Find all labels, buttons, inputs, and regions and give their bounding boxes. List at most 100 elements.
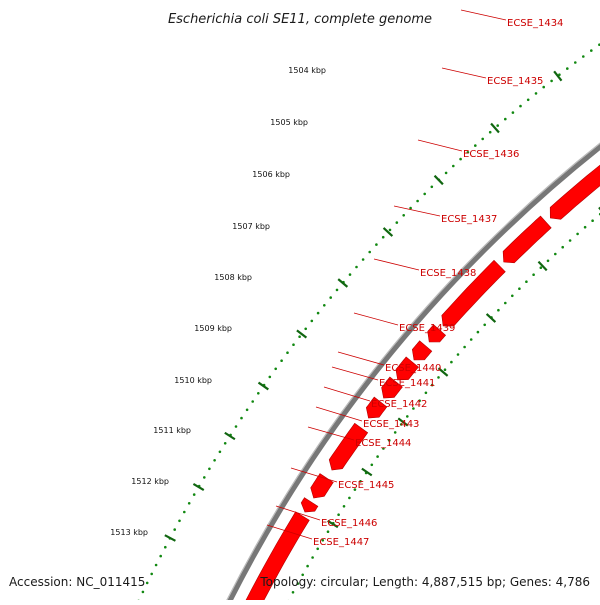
- scale-dot: [512, 111, 515, 114]
- gene-label: ECSE_1434: [507, 18, 563, 29]
- scale-dot: [155, 564, 158, 567]
- accession-text: Accession: NC_011415: [9, 575, 145, 589]
- gene-label: ECSE_1443: [363, 419, 419, 430]
- backbone-line: [225, 0, 600, 600]
- scale-dot: [348, 497, 351, 500]
- scale-dot: [394, 431, 397, 434]
- scale-dot: [219, 451, 222, 454]
- minor-tick-dash: [487, 314, 496, 322]
- scale-dot: [497, 309, 500, 312]
- major-tick: [165, 535, 176, 541]
- gene-arrow: [301, 498, 318, 512]
- gene-label: ECSE_1444: [355, 438, 411, 449]
- scale-dot: [298, 335, 301, 338]
- scale-dot: [150, 573, 153, 576]
- scale-dot: [450, 361, 453, 364]
- scale-dot: [371, 464, 374, 467]
- gene-label: ECSE_1435: [487, 76, 543, 87]
- scale-label: 1511 kbp: [153, 426, 191, 435]
- scale-dot: [337, 513, 340, 516]
- scale-dot: [591, 219, 594, 222]
- gene-label: ECSE_1442: [371, 399, 427, 410]
- scale-dot: [481, 138, 484, 141]
- scale-dot: [269, 376, 272, 379]
- scale-dot: [550, 80, 553, 83]
- major-tick: [225, 433, 235, 439]
- scale-dot: [280, 359, 283, 362]
- scale-dot: [590, 49, 593, 52]
- scale-dot: [540, 266, 543, 269]
- scale-dot: [547, 260, 550, 263]
- scale-dot: [292, 343, 295, 346]
- scale-dot: [375, 243, 378, 246]
- scale-dot: [311, 320, 314, 323]
- scale-dot: [518, 287, 521, 290]
- gene-label: ECSE_1446: [321, 518, 377, 529]
- scale-dot: [224, 442, 227, 445]
- gene-label: ECSE_1445: [338, 480, 394, 491]
- gene-label: ECSE_1439: [399, 323, 455, 334]
- scale-label: 1506 kbp: [252, 170, 290, 179]
- scale-dot: [504, 118, 507, 121]
- scale-dot: [582, 55, 585, 58]
- scale-dot: [389, 229, 392, 232]
- gene-label: ECSE_1447: [313, 537, 369, 548]
- scale-dot: [511, 295, 514, 298]
- minor-tick-dash: [362, 469, 372, 476]
- scale-dot: [240, 417, 243, 420]
- leader-line: [461, 10, 506, 20]
- scale-dot: [159, 555, 162, 558]
- scale-dot: [423, 193, 426, 196]
- outer-scale-ring: [133, 0, 600, 600]
- major-tick: [258, 383, 268, 390]
- scale-label: 1505 kbp: [270, 118, 308, 127]
- scale-dot: [336, 289, 339, 292]
- scale-dot: [183, 511, 186, 514]
- scale-dot: [193, 493, 196, 496]
- scale-dot: [246, 409, 249, 412]
- scale-label: 1509 kbp: [194, 324, 232, 333]
- scale-dot: [402, 214, 405, 217]
- gene-track: [246, 0, 600, 600]
- scale-dot: [437, 376, 440, 379]
- scale-dot: [235, 425, 238, 428]
- scale-dot: [362, 258, 365, 261]
- scale-dot: [452, 165, 455, 168]
- scale-dot: [527, 99, 530, 102]
- scale-dot: [164, 546, 167, 549]
- scale-dot: [532, 273, 535, 276]
- leader-line: [354, 313, 398, 325]
- scale-dot: [208, 468, 211, 471]
- scale-dot: [178, 520, 181, 523]
- scale-dot: [311, 556, 314, 559]
- scale-dot: [431, 186, 434, 189]
- inner-scale-ring: [282, 0, 600, 600]
- gene-label: ECSE_1436: [463, 149, 519, 160]
- minor-tick-dash: [538, 262, 546, 271]
- scale-label: 1510 kbp: [174, 376, 212, 385]
- scale-dot: [368, 251, 371, 254]
- scale-dot: [477, 331, 480, 334]
- scale-label: 1504 kbp: [288, 66, 326, 75]
- leader-line: [394, 206, 440, 216]
- scale-dot: [257, 392, 260, 395]
- scale-dot: [355, 266, 358, 269]
- scale-dot: [444, 368, 447, 371]
- scale-dot: [142, 591, 145, 594]
- scale-dot: [203, 476, 206, 479]
- scale-dot: [566, 67, 569, 70]
- scale-label: 1507 kbp: [232, 222, 270, 231]
- leader-line: [418, 140, 462, 151]
- scale-dot: [292, 591, 295, 594]
- scale-label: 1513 kbp: [110, 528, 148, 537]
- major-tick: [435, 176, 443, 185]
- scale-dot: [329, 296, 332, 299]
- scale-dot: [343, 505, 346, 508]
- scale-dot: [304, 328, 307, 331]
- leader-line: [442, 68, 486, 78]
- backbone-track: [222, 0, 600, 600]
- scale-dot: [519, 105, 522, 108]
- scale-dot: [286, 351, 289, 354]
- scale-dot: [396, 221, 399, 224]
